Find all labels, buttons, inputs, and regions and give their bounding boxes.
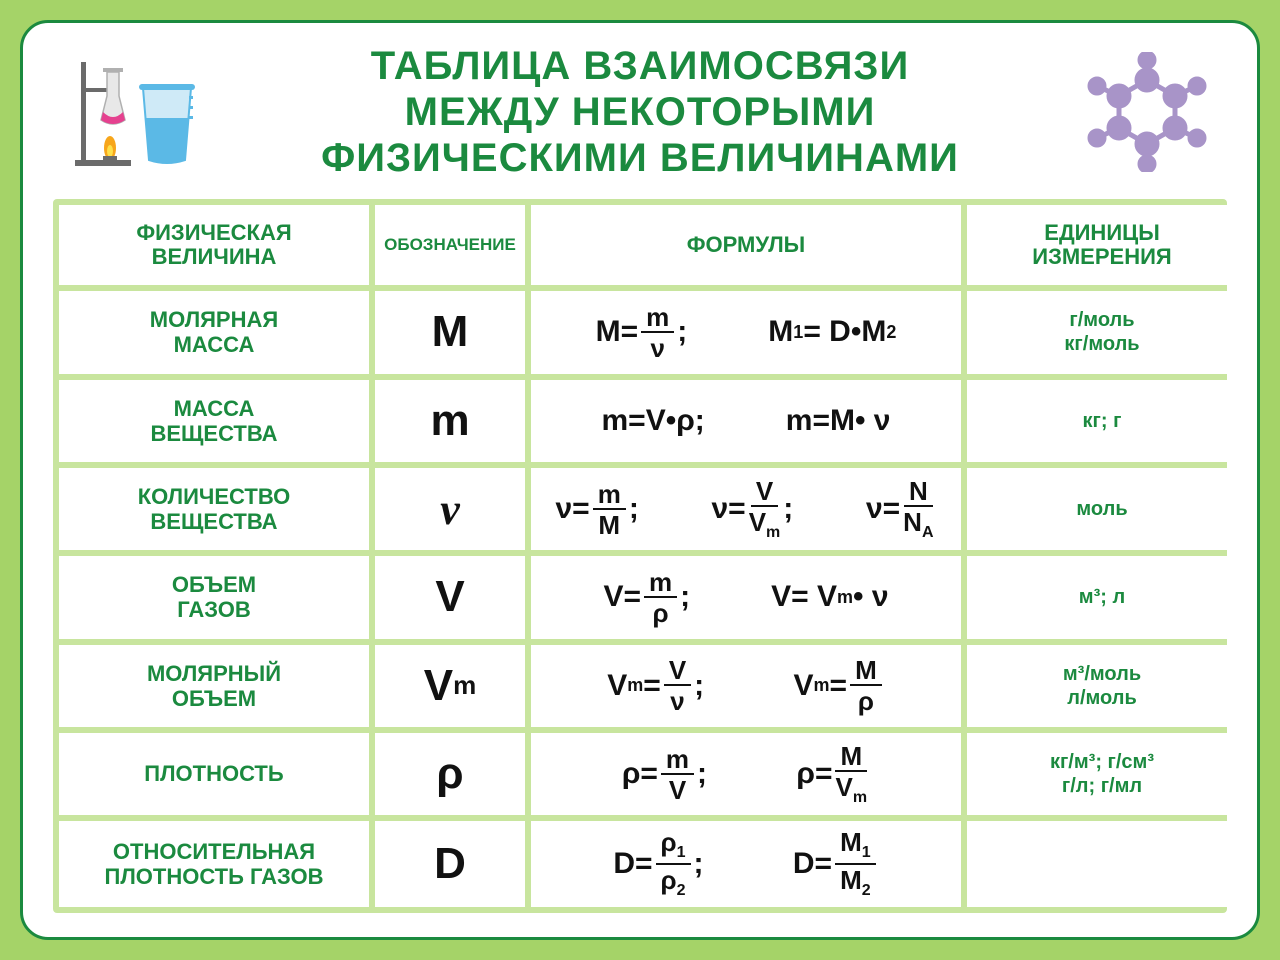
symbol-cell: ν — [375, 468, 525, 550]
title-line-2: МЕЖДУ НЕКОТОРЫМИ — [203, 89, 1077, 135]
symbol-cell: m — [375, 380, 525, 462]
quantity-cell: МОЛЯРНЫЙ ОБЪЕМ — [59, 645, 369, 727]
symbol-cell: V — [375, 556, 525, 638]
header-formulas: ФОРМУЛЫ — [531, 205, 961, 285]
symbol-cell: ρ — [375, 733, 525, 815]
units-cell: моль — [967, 468, 1237, 550]
units-cell: кг; г — [967, 380, 1237, 462]
header: ТАБЛИЦА ВЗАИМОСВЯЗИ МЕЖДУ НЕКОТОРЫМИ ФИЗ… — [53, 35, 1227, 199]
quantity-cell: МАССА ВЕЩЕСТВА — [59, 380, 369, 462]
quantity-cell: КОЛИЧЕСТВО ВЕЩЕСТВА — [59, 468, 369, 550]
quantity-cell: МОЛЯРНАЯ МАССА — [59, 291, 369, 373]
symbol-cell: D — [375, 821, 525, 907]
formula-cell: Vm= Vν ; Vm= Mρ — [531, 645, 961, 727]
formula-cell: D= ρ1ρ2 ; D= M1M2 — [531, 821, 961, 907]
units-cell: г/моль кг/моль — [967, 291, 1237, 373]
header-units: ЕДИНИЦЫ ИЗМЕРЕНИЯ — [967, 205, 1237, 285]
symbol-cell: M — [375, 291, 525, 373]
formula-cell: m=V•ρ; m=M• ν — [531, 380, 961, 462]
physics-table: ФИЗИЧЕСКАЯ ВЕЛИЧИНА ОБОЗНАЧЕНИЕ ФОРМУЛЫ … — [53, 199, 1227, 913]
formula-cell: ρ= mV ; ρ= MVm — [531, 733, 961, 815]
quantity-cell: ОБЪЕМ ГАЗОВ — [59, 556, 369, 638]
header-quantity: ФИЗИЧЕСКАЯ ВЕЛИЧИНА — [59, 205, 369, 285]
formula-cell: M= mν ; M1= D•M2 — [531, 291, 961, 373]
title-line-1: ТАБЛИЦА ВЗАИМОСВЯЗИ — [203, 43, 1077, 89]
formula-cell: V= mρ ; V= Vm• ν — [531, 556, 961, 638]
units-cell — [967, 821, 1237, 907]
units-cell: кг/м³; г/см³ г/л; г/мл — [967, 733, 1237, 815]
poster-frame: ТАБЛИЦА ВЗАИМОСВЯЗИ МЕЖДУ НЕКОТОРЫМИ ФИЗ… — [20, 20, 1260, 940]
title-line-3: ФИЗИЧЕСКИМИ ВЕЛИЧИНАМИ — [203, 135, 1077, 181]
symbol-cell: Vm — [375, 645, 525, 727]
lab-equipment-icon — [63, 52, 203, 172]
units-cell: м³/моль л/моль — [967, 645, 1237, 727]
quantity-cell: ОТНОСИТЕЛЬНАЯ ПЛОТНОСТЬ ГАЗОВ — [59, 821, 369, 907]
quantity-cell: ПЛОТНОСТЬ — [59, 733, 369, 815]
header-symbol: ОБОЗНАЧЕНИЕ — [375, 205, 525, 285]
title: ТАБЛИЦА ВЗАИМОСВЯЗИ МЕЖДУ НЕКОТОРЫМИ ФИЗ… — [203, 43, 1077, 181]
units-cell: м³; л — [967, 556, 1237, 638]
formula-cell: ν= mM ; ν= VVm ; ν= NNA — [531, 468, 961, 550]
molecule-icon — [1077, 52, 1217, 172]
